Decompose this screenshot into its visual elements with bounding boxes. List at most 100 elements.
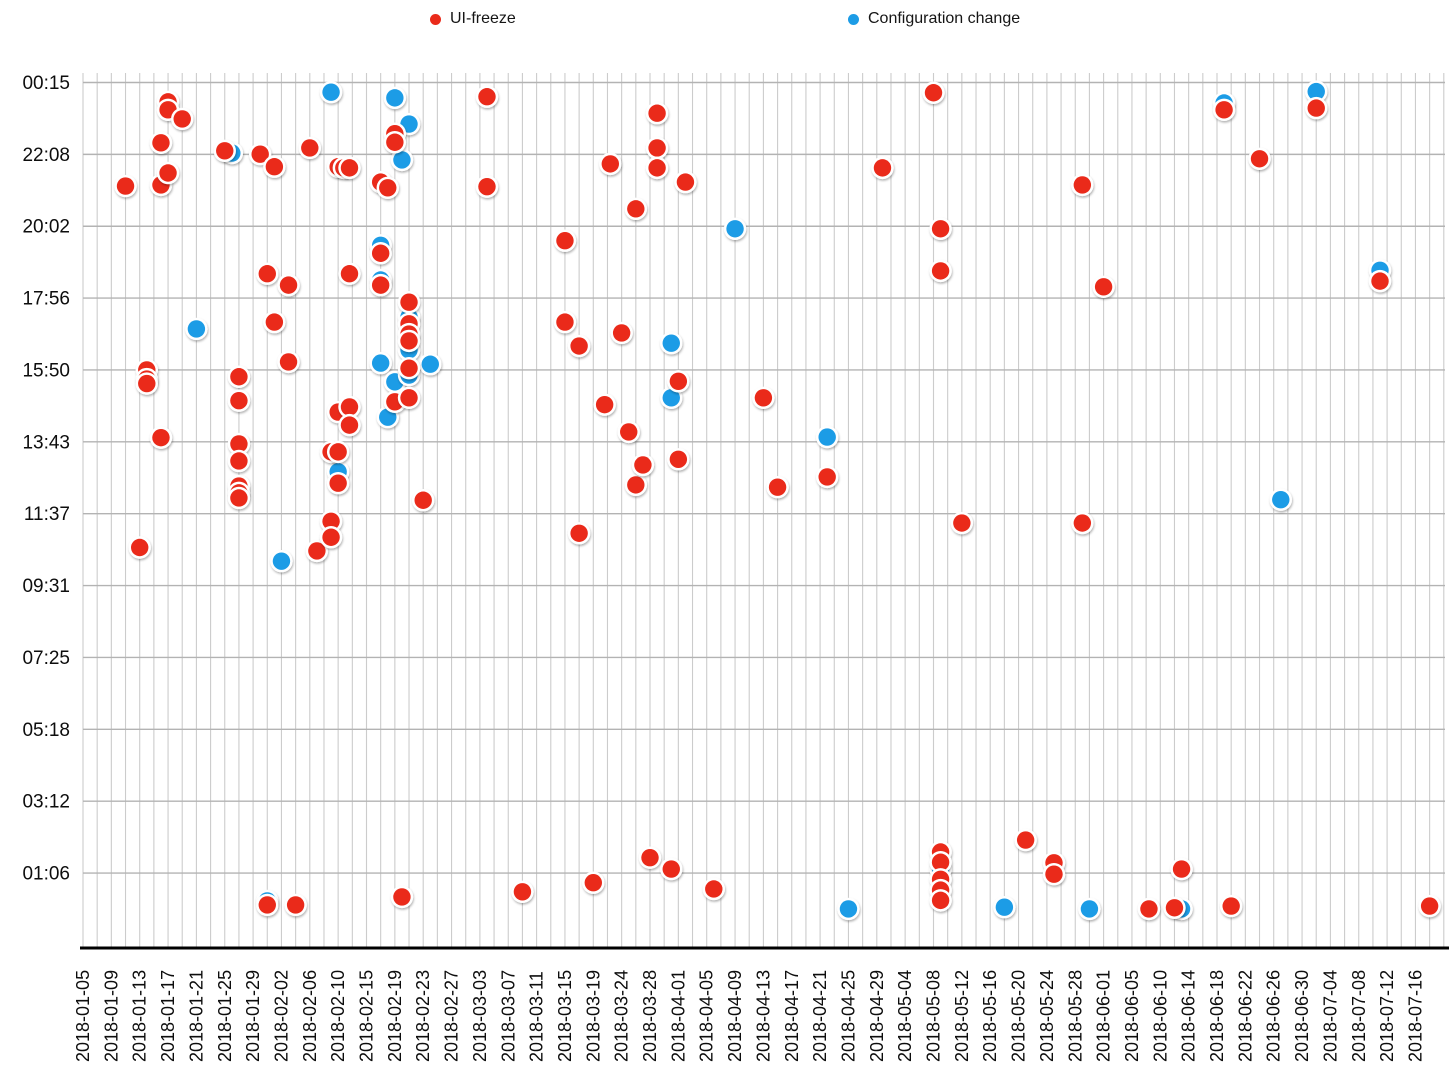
data-point-ui-freeze[interactable] — [322, 528, 340, 546]
data-point-ui-freeze[interactable] — [1140, 900, 1158, 918]
data-point-ui-freeze[interactable] — [669, 450, 688, 468]
data-point-ui-freeze[interactable] — [159, 164, 177, 182]
data-point-ui-freeze[interactable] — [152, 134, 170, 152]
data-point-ui-freeze[interactable] — [1073, 176, 1092, 194]
data-point-ui-freeze[interactable] — [393, 888, 411, 906]
data-point-ui-freeze[interactable] — [627, 476, 645, 494]
data-point-configuration-change[interactable] — [1307, 82, 1325, 101]
data-point-ui-freeze[interactable] — [513, 883, 532, 901]
data-point-ui-freeze[interactable] — [556, 313, 574, 331]
data-point-ui-freeze[interactable] — [754, 389, 773, 407]
data-point-ui-freeze[interactable] — [570, 524, 588, 542]
data-point-ui-freeze[interactable] — [584, 874, 602, 892]
data-point-ui-freeze[interactable] — [230, 368, 248, 386]
data-point-ui-freeze[interactable] — [1250, 150, 1269, 168]
legend-item-ui-freeze[interactable]: UI-freeze — [430, 10, 516, 28]
data-point-ui-freeze[interactable] — [230, 452, 248, 470]
data-point-ui-freeze[interactable] — [873, 159, 892, 177]
data-point-ui-freeze[interactable] — [116, 177, 135, 195]
data-point-configuration-change[interactable] — [726, 220, 744, 238]
data-point-ui-freeze[interactable] — [478, 88, 496, 106]
data-point-ui-freeze[interactable] — [648, 159, 666, 177]
data-point-configuration-change[interactable] — [662, 334, 680, 352]
data-point-ui-freeze[interactable] — [1094, 278, 1113, 296]
data-point-ui-freeze[interactable] — [648, 104, 666, 122]
data-point-ui-freeze[interactable] — [131, 538, 149, 557]
data-point-configuration-change[interactable] — [839, 900, 858, 918]
data-point-configuration-change[interactable] — [818, 428, 836, 446]
data-point-ui-freeze[interactable] — [371, 244, 390, 262]
data-point-ui-freeze[interactable] — [329, 443, 347, 461]
data-point-ui-freeze[interactable] — [705, 880, 723, 898]
data-point-ui-freeze[interactable] — [258, 896, 276, 914]
data-point-configuration-change[interactable] — [1080, 900, 1099, 918]
data-point-ui-freeze[interactable] — [556, 232, 574, 250]
data-point-ui-freeze[interactable] — [641, 848, 659, 867]
data-point-ui-freeze[interactable] — [669, 372, 688, 391]
data-point-ui-freeze[interactable] — [1215, 101, 1233, 119]
data-point-ui-freeze[interactable] — [230, 435, 248, 453]
data-point-ui-freeze[interactable] — [286, 896, 305, 914]
data-point-ui-freeze[interactable] — [279, 276, 298, 294]
data-point-ui-freeze[interactable] — [152, 428, 170, 447]
data-point-ui-freeze[interactable] — [1073, 514, 1092, 532]
data-point-ui-freeze[interactable] — [931, 262, 950, 280]
data-point-ui-freeze[interactable] — [676, 173, 695, 191]
data-point-ui-freeze[interactable] — [173, 110, 191, 128]
data-point-ui-freeze[interactable] — [931, 220, 950, 238]
data-point-ui-freeze[interactable] — [601, 155, 620, 173]
data-point-configuration-change[interactable] — [371, 354, 390, 372]
data-point-ui-freeze[interactable] — [138, 374, 156, 393]
data-point-ui-freeze[interactable] — [1172, 860, 1191, 878]
data-point-ui-freeze[interactable] — [308, 542, 326, 560]
data-point-configuration-change[interactable] — [1272, 490, 1290, 509]
data-point-ui-freeze[interactable] — [620, 423, 638, 441]
data-point-ui-freeze[interactable] — [1165, 899, 1184, 917]
data-point-ui-freeze[interactable] — [340, 265, 359, 283]
data-point-ui-freeze[interactable] — [931, 891, 950, 910]
data-point-ui-freeze[interactable] — [662, 860, 680, 878]
data-point-ui-freeze[interactable] — [953, 514, 971, 532]
data-point-ui-freeze[interactable] — [400, 389, 418, 407]
data-point-ui-freeze[interactable] — [1307, 99, 1325, 117]
data-point-ui-freeze[interactable] — [931, 853, 950, 871]
data-point-ui-freeze[interactable] — [1420, 897, 1439, 915]
data-point-ui-freeze[interactable] — [627, 200, 645, 218]
data-point-configuration-change[interactable] — [322, 83, 340, 101]
data-point-ui-freeze[interactable] — [400, 293, 418, 311]
data-point-ui-freeze[interactable] — [329, 474, 347, 492]
data-point-ui-freeze[interactable] — [648, 139, 666, 157]
data-point-ui-freeze[interactable] — [265, 313, 284, 331]
data-point-ui-freeze[interactable] — [340, 398, 359, 416]
data-point-ui-freeze[interactable] — [1371, 272, 1389, 290]
data-point-ui-freeze[interactable] — [265, 158, 284, 176]
data-point-ui-freeze[interactable] — [340, 416, 359, 434]
data-point-ui-freeze[interactable] — [768, 478, 787, 496]
data-point-ui-freeze[interactable] — [414, 491, 432, 509]
data-point-configuration-change[interactable] — [995, 898, 1014, 916]
data-point-ui-freeze[interactable] — [279, 353, 298, 371]
data-point-configuration-change[interactable] — [379, 408, 397, 426]
data-point-ui-freeze[interactable] — [570, 337, 588, 355]
data-point-ui-freeze[interactable] — [634, 456, 652, 474]
data-point-ui-freeze[interactable] — [400, 359, 418, 377]
data-point-configuration-change[interactable] — [421, 355, 439, 373]
data-point-configuration-change[interactable] — [393, 151, 411, 169]
data-point-ui-freeze[interactable] — [216, 142, 234, 160]
data-point-ui-freeze[interactable] — [1016, 831, 1035, 849]
data-point-configuration-change[interactable] — [272, 552, 291, 570]
data-point-ui-freeze[interactable] — [340, 159, 359, 177]
data-point-configuration-change[interactable] — [386, 89, 404, 107]
data-point-ui-freeze[interactable] — [478, 177, 496, 196]
data-point-ui-freeze[interactable] — [322, 512, 340, 531]
data-point-ui-freeze[interactable] — [595, 395, 614, 414]
data-point-configuration-change[interactable] — [662, 389, 680, 407]
data-point-ui-freeze[interactable] — [818, 468, 836, 486]
data-point-ui-freeze[interactable] — [1045, 865, 1063, 883]
data-point-ui-freeze[interactable] — [251, 145, 269, 163]
data-point-ui-freeze[interactable] — [400, 332, 418, 350]
data-point-ui-freeze[interactable] — [386, 133, 404, 151]
data-point-ui-freeze[interactable] — [230, 391, 248, 410]
data-point-ui-freeze[interactable] — [612, 324, 631, 342]
data-point-configuration-change[interactable] — [187, 320, 206, 338]
